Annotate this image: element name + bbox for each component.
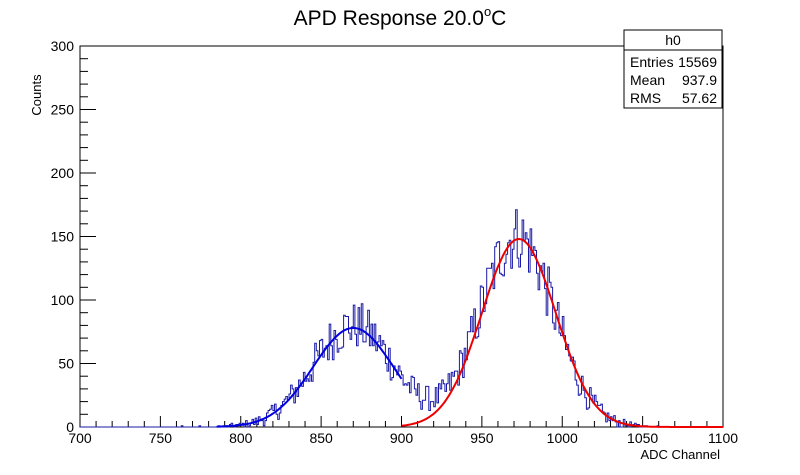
y-tick-label: 100 [51, 292, 75, 308]
gaussian-fit-curve-2 [401, 237, 723, 428]
y-tick-label: 300 [51, 38, 75, 54]
histogram-layer [80, 209, 723, 428]
stats-box-title: h0 [665, 32, 681, 48]
stats-entries-value: 15569 [678, 54, 717, 70]
x-tick-label: 1050 [627, 430, 658, 446]
gaussian-fit-curve-1 [216, 326, 403, 428]
stats-box: h0 Entries 15569 Mean 937.9 RMS 57.62 [623, 29, 723, 109]
chart-title: APD Response 20.0oC [294, 4, 507, 30]
stats-entries-label: Entries [630, 54, 674, 70]
y-tick-label: 200 [51, 165, 75, 181]
y-tick-label: 0 [66, 419, 74, 435]
stats-rms-value: 57.62 [682, 90, 717, 106]
title-main: APD Response 20.0 [294, 7, 484, 30]
x-tick-label: 950 [470, 430, 494, 446]
fit-layer [216, 237, 723, 428]
title-unit: C [491, 7, 506, 30]
title-degree: o [484, 4, 491, 19]
stats-box-frame [623, 29, 723, 109]
stats-mean-label: Mean [630, 72, 665, 88]
y-tick-label: 50 [58, 356, 74, 372]
stats-mean-value: 937.9 [682, 72, 717, 88]
x-tick-label: 850 [309, 430, 333, 446]
x-tick-label: 800 [229, 430, 253, 446]
x-tick-label: 900 [390, 430, 414, 446]
y-axis-ticks: 0 50 100 150 200 250 300 [51, 38, 96, 435]
x-tick-label: 700 [68, 430, 92, 446]
x-tick-label: 1000 [547, 430, 578, 446]
x-tick-label: 1100 [708, 430, 738, 446]
x-axis-ticks: 700 750 800 850 900 950 1000 1050 1100 [68, 416, 738, 446]
y-tick-label: 150 [51, 229, 75, 245]
x-tick-label: 750 [149, 430, 173, 446]
y-tick-label: 250 [51, 102, 75, 118]
x-axis-label: ADC Channel [641, 447, 721, 462]
histogram-bars [80, 209, 723, 428]
stats-rms-label: RMS [630, 90, 661, 106]
y-axis-label: Counts [29, 74, 44, 116]
